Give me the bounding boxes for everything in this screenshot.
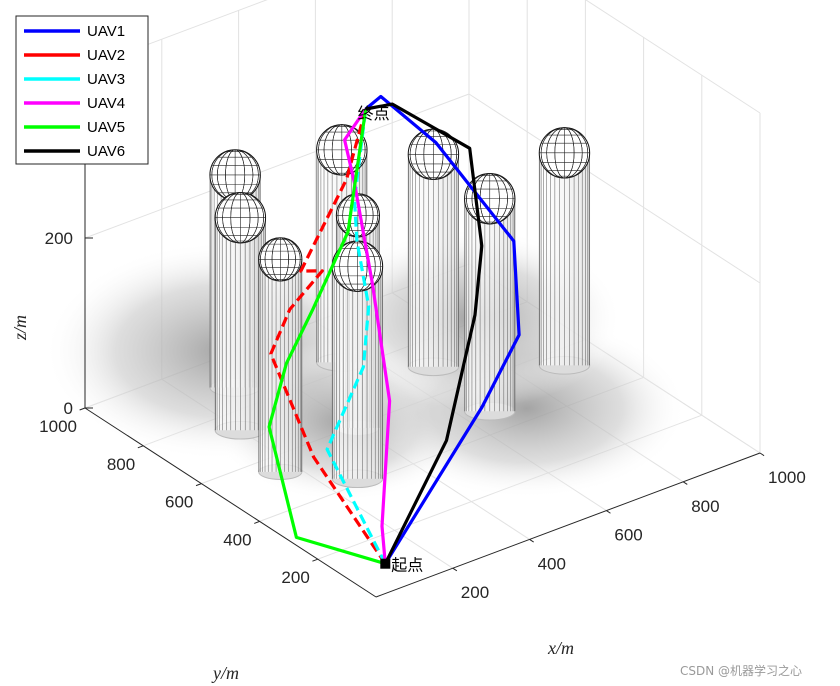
sphere-longitude	[318, 124, 366, 176]
legend-label-uav6: UAV6	[87, 143, 125, 160]
legend-label-uav3: UAV3	[87, 71, 125, 88]
path-uav6	[365, 102, 484, 565]
z-axis-label: z/m	[10, 315, 30, 341]
path-uav4	[343, 108, 392, 564]
threat-cylinder	[214, 192, 267, 440]
threat-cylinder	[331, 240, 384, 489]
legend-label-uav1: UAV1	[87, 23, 125, 40]
x-tick-label: 400	[538, 554, 566, 573]
path-uav3	[325, 108, 387, 565]
x-axis-line	[375, 452, 761, 598]
path-uav5	[267, 108, 386, 566]
y-tick-label: 200	[281, 568, 309, 587]
x-tick-mark	[452, 567, 458, 572]
x-tick-label: 800	[691, 497, 719, 516]
y-axis-label: y/m	[211, 663, 239, 683]
legend-label-uav5: UAV5	[87, 119, 125, 136]
x-tick-mark	[682, 481, 688, 485]
threat-cylinder	[407, 128, 460, 377]
x-tick-mark	[759, 452, 765, 457]
y-tick-label: 600	[165, 493, 193, 512]
y-tick-label: 400	[223, 530, 251, 549]
scene: 起点 终点	[209, 94, 591, 575]
sphere-dome	[214, 192, 267, 244]
x-tick-label: 1000	[768, 468, 806, 487]
y-axis-line	[84, 407, 377, 598]
y-tick-label: 1000	[39, 417, 77, 436]
sphere-longitude	[540, 127, 589, 179]
sphere-longitude	[260, 237, 301, 282]
grid-line	[585, 0, 761, 114]
sphere-dome	[407, 128, 460, 180]
legend-box	[15, 15, 149, 165]
legend-label-uav2: UAV2	[87, 47, 125, 64]
legend-label-uav4: UAV4	[87, 95, 125, 112]
path-uav1	[364, 94, 521, 565]
sphere-longitude	[216, 192, 264, 244]
threat-cylinder	[464, 173, 516, 421]
x-tick-label: 600	[614, 526, 642, 545]
sphere-dome	[538, 127, 591, 179]
sphere-dome	[258, 237, 303, 282]
x-tick-mark	[529, 538, 534, 543]
sphere-dome	[464, 173, 516, 225]
y-tick-mark	[254, 520, 260, 524]
x-axis-label: x/m	[547, 638, 574, 658]
target-label: 终点	[358, 104, 390, 123]
z-tick-label: 200	[45, 229, 73, 248]
z-tick-label: 0	[64, 399, 73, 418]
sphere-longitude	[466, 173, 514, 225]
y-tick-label: 800	[107, 455, 135, 474]
sphere-dome	[335, 193, 381, 238]
threat-cylinder	[258, 237, 303, 480]
watermark: CSDN @机器学习之心	[680, 663, 802, 678]
legend: UAV1 UAV2 UAV3 UAV4 UAV5 UAV6	[15, 15, 149, 165]
grid-line	[84, 0, 268, 69]
x-tick-label: 200	[461, 583, 489, 602]
sphere-dome	[316, 124, 368, 176]
y-tick-mark	[195, 483, 202, 487]
x-tick-mark	[606, 510, 611, 514]
start-label: 起点	[391, 556, 423, 575]
threat-cylinder	[538, 127, 591, 375]
grid-line	[468, 93, 761, 284]
y-tick-mark	[137, 445, 144, 449]
y-tick-mark	[79, 407, 86, 411]
y-tick-mark	[312, 558, 318, 562]
start-marker	[380, 558, 391, 569]
